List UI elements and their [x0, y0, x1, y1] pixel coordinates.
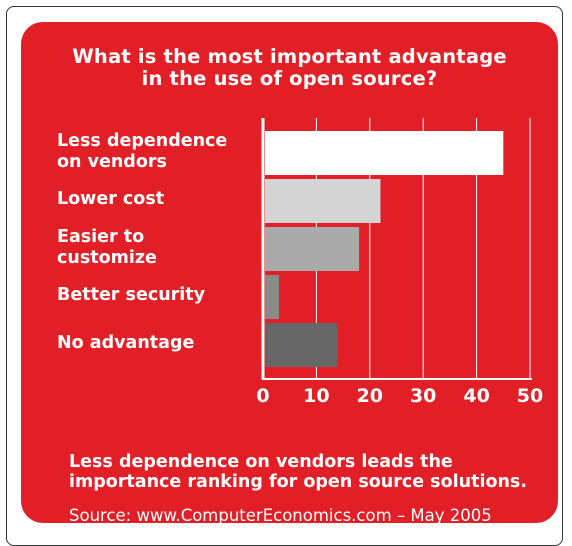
bar [265, 131, 504, 175]
chart-background [21, 22, 558, 523]
x-tick-label: 30 [409, 385, 437, 407]
category-label: No advantage [57, 333, 195, 353]
bars [265, 131, 504, 367]
x-tick-label: 10 [303, 385, 330, 407]
chart-source: Source: www.ComputerEconomics.com – May … [69, 506, 492, 523]
category-label: Better security [57, 285, 206, 305]
chart-caption: Less dependence on vendors leads the imp… [69, 452, 527, 492]
bar [265, 227, 360, 271]
x-tick-label: 50 [516, 385, 544, 407]
x-tick-label: 0 [256, 385, 270, 407]
bar [265, 179, 381, 223]
category-label: Lower cost [57, 189, 165, 209]
category-label: Less dependence on vendors [57, 131, 228, 172]
chart-panel: What is the most important advantage in … [21, 22, 558, 523]
x-tick-label: 20 [356, 385, 384, 407]
bar [265, 275, 280, 319]
chart-title: What is the most important advantage in … [72, 45, 507, 90]
bar-chart [21, 22, 558, 523]
category-label: Easier to customize [57, 227, 157, 268]
x-tick-label: 40 [463, 385, 490, 407]
bar [265, 323, 338, 367]
